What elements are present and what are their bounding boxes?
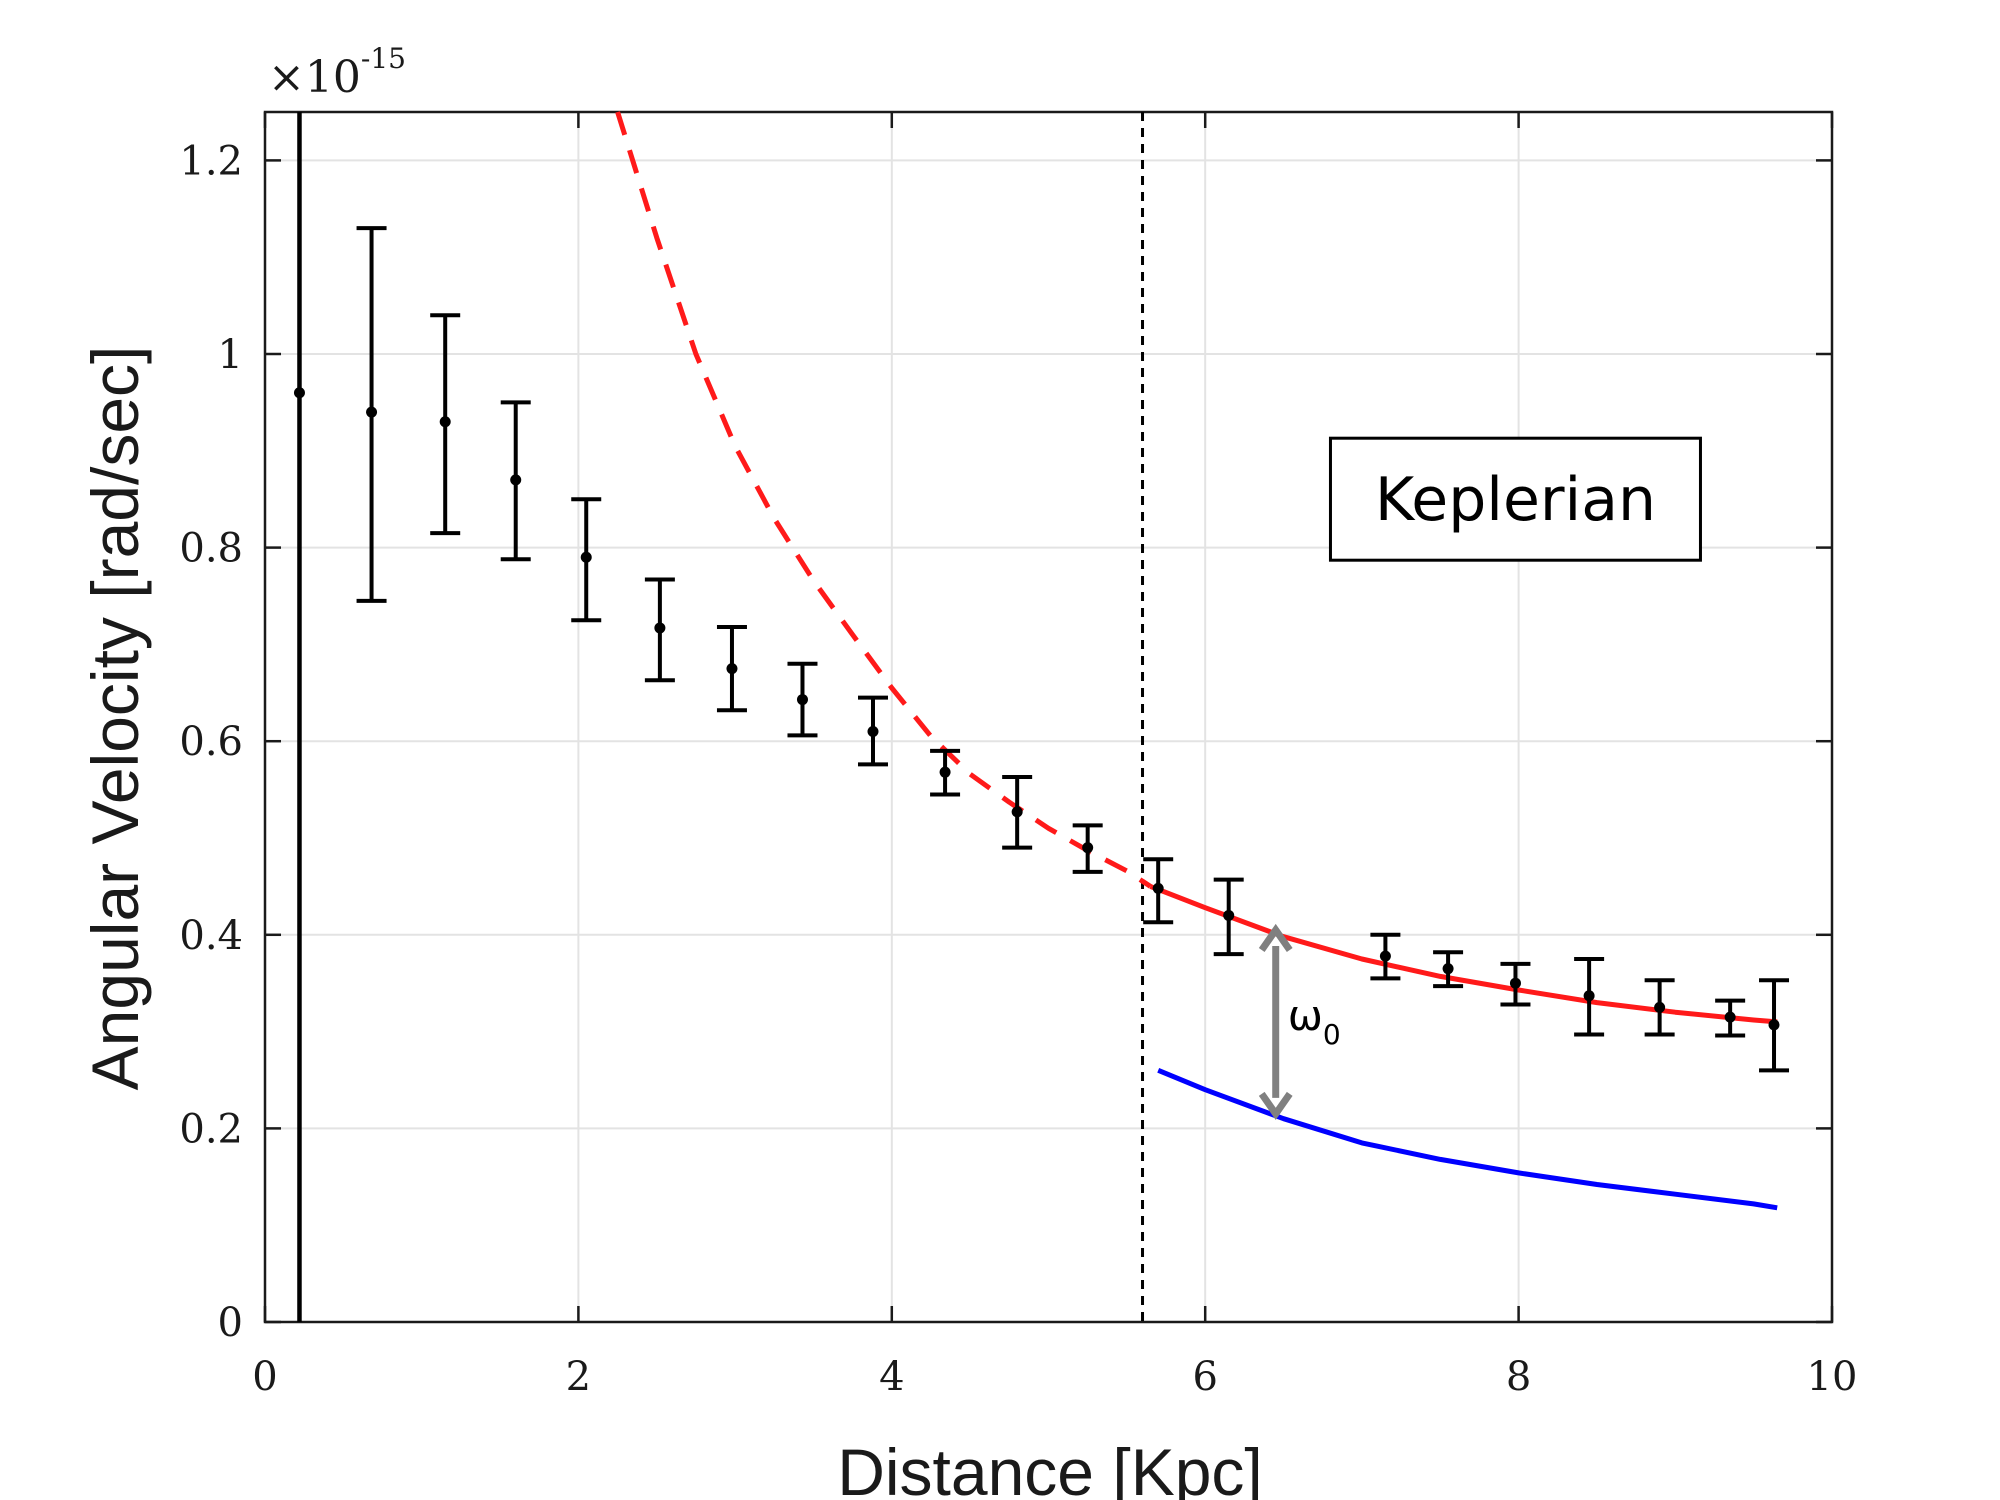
omega-subscript: 0 xyxy=(1323,1018,1341,1051)
x-tick-label: 6 xyxy=(1192,1354,1217,1400)
y-exponent-label: ×10-15 xyxy=(268,42,406,103)
data-point xyxy=(796,694,808,706)
omega-arrow-head-top xyxy=(1258,923,1293,952)
data-point xyxy=(726,663,738,675)
x-tick-label: 2 xyxy=(566,1354,591,1400)
x-axis-label: Distance [Kpc] xyxy=(837,1435,1263,1500)
y-tick-labels: 0 0.2 0.4 0.6 0.8 1 1.2 xyxy=(179,138,243,1346)
axis-ticks xyxy=(263,112,1834,1324)
y-exponent-base: ×10 xyxy=(268,52,361,103)
data-point xyxy=(510,474,522,486)
y-tick-label: 0.6 xyxy=(179,719,243,765)
annotations: Keplerian ω0 xyxy=(1258,436,1702,1120)
red-dashed-curve xyxy=(615,111,1152,889)
data-point xyxy=(1152,882,1164,894)
data-point xyxy=(580,551,592,563)
grid-lines xyxy=(264,112,1833,1323)
data-point xyxy=(439,416,451,428)
x-tick-label: 4 xyxy=(879,1354,904,1400)
y-tick-label: 0.4 xyxy=(179,913,243,959)
y-tick-label: 0.2 xyxy=(179,1106,243,1152)
omega-label: ω0 xyxy=(1288,991,1341,1051)
y-axis-label: Angular Velocity [rad/sec] xyxy=(78,346,152,1091)
y-tick-label: 1.2 xyxy=(179,138,243,184)
data-point xyxy=(1583,990,1595,1002)
x-tick-label: 10 xyxy=(1807,1354,1858,1400)
keplerian-label: Keplerian xyxy=(1375,465,1656,535)
data-point xyxy=(366,406,378,418)
y-tick-label: 0 xyxy=(218,1300,243,1346)
data-point xyxy=(867,726,879,738)
data-point xyxy=(939,766,951,778)
keplerian-label-box xyxy=(1328,436,1702,562)
plot-area-frame xyxy=(263,110,1834,1324)
red-solid-curve xyxy=(1149,884,1778,1025)
data-point xyxy=(1379,950,1391,962)
y-tick-label: 0.8 xyxy=(179,526,243,572)
data-point xyxy=(1223,909,1235,921)
x-tick-label: 8 xyxy=(1506,1354,1531,1400)
data-point xyxy=(1654,1001,1666,1013)
omega-symbol: ω xyxy=(1288,991,1323,1040)
fit-curves xyxy=(615,111,1778,1211)
data-point xyxy=(654,622,666,634)
y-tick-label: 1 xyxy=(218,332,243,378)
y-exponent-power: -15 xyxy=(361,42,406,75)
omega-arrow-head-bottom xyxy=(1258,1091,1293,1120)
data-point xyxy=(1509,977,1521,989)
reference-lines xyxy=(297,112,1145,1322)
data-point xyxy=(1442,963,1454,975)
data-point xyxy=(1082,842,1094,854)
x-tick-label: 0 xyxy=(252,1354,277,1400)
error-bar-points xyxy=(293,226,1790,1073)
data-point xyxy=(293,387,305,399)
data-point xyxy=(1768,1019,1780,1031)
data-point xyxy=(1011,806,1023,818)
x-tick-labels: 0 2 4 6 8 10 xyxy=(252,1354,1857,1400)
data-point xyxy=(1724,1011,1736,1023)
blue-curve xyxy=(1157,1067,1778,1211)
